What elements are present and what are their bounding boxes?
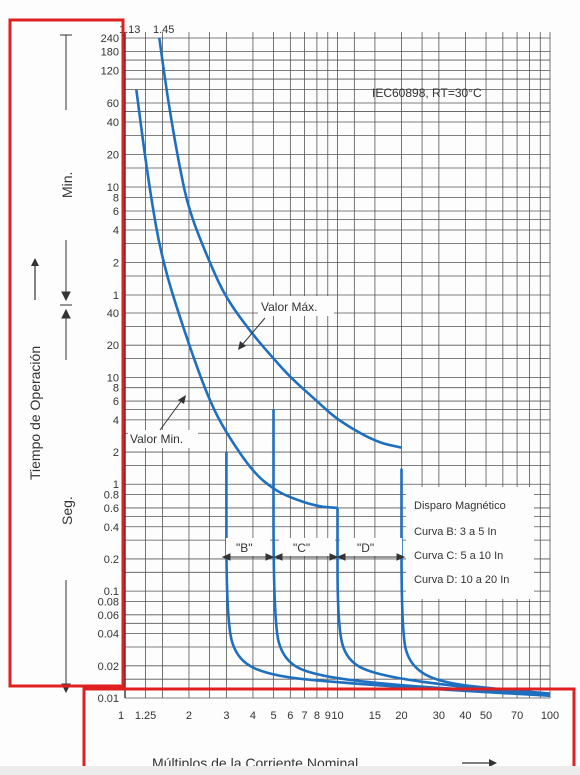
x-tick-label: 10 bbox=[331, 710, 343, 722]
valor-min-arrow bbox=[159, 399, 183, 431]
x-tick-label: 2 bbox=[186, 710, 192, 722]
legend-title: Disparo Magnético bbox=[414, 500, 506, 512]
y-tick-label: 0.6 bbox=[104, 503, 119, 515]
y-tick-label: 2 bbox=[113, 447, 119, 459]
legend-item-b: Curva B: 3 a 5 In bbox=[414, 526, 497, 538]
series-valor-m-n--line bbox=[135, 89, 338, 510]
x-tick-label: 7 bbox=[302, 710, 308, 722]
band-labels: "B" "C" "D" bbox=[221, 538, 406, 561]
y-tick-label: 4 bbox=[113, 225, 119, 237]
y-tick-label: 0.08 bbox=[98, 596, 119, 608]
y-tick-label: 240 bbox=[101, 33, 119, 45]
y-section-brackets bbox=[60, 34, 72, 694]
y-tick-label: 0.06 bbox=[98, 610, 119, 622]
x-tick-label: 40 bbox=[459, 710, 471, 722]
y-axis-highlight-box bbox=[8, 18, 125, 688]
y-tick-label: 1 bbox=[113, 290, 119, 302]
max-label-bg bbox=[258, 296, 334, 316]
band-c-label: "C" bbox=[293, 541, 310, 555]
valor-max-arrowhead bbox=[238, 341, 246, 350]
y-tick-label: 2 bbox=[113, 257, 119, 269]
y-tick-label: 20 bbox=[107, 340, 119, 352]
y-tick-label: 6 bbox=[113, 396, 119, 408]
y-tick-label: 0.04 bbox=[98, 629, 119, 641]
band-d-label: "D" bbox=[357, 541, 374, 555]
valor-min-label: Valor Min. bbox=[130, 432, 183, 446]
valor-max-label: Valor Máx. bbox=[261, 300, 317, 314]
x-axis-arrowhead bbox=[489, 759, 497, 767]
x-tick-label: 5 bbox=[270, 710, 276, 722]
top-tick-label: 1.45 bbox=[153, 24, 174, 36]
x-tick-labels: 1 1.25 2 3 4 5 6 7 8 9 10 15 20 30 40 50 70 100 bbox=[118, 710, 559, 722]
x-tick-label: 1 bbox=[118, 710, 124, 722]
y-tick-label: 1 bbox=[113, 479, 119, 491]
chart-title: IEC60898, RT=30°C bbox=[372, 86, 482, 100]
valor-min-arrowhead bbox=[178, 395, 186, 404]
series-valor-m-x--line bbox=[158, 37, 402, 449]
x-tick-label: 30 bbox=[433, 710, 445, 722]
x-tick-label: 1.25 bbox=[135, 710, 156, 722]
y-section-minutes: Min. bbox=[59, 172, 75, 198]
x-tick-label: 9 bbox=[325, 710, 331, 722]
valor-max-arrow bbox=[241, 317, 266, 346]
y-axis-label: Tiempo de Operación bbox=[27, 346, 43, 480]
series-curva-b-line bbox=[225, 452, 551, 697]
curves bbox=[135, 37, 551, 697]
y-tick-label: 10 bbox=[107, 182, 119, 194]
series-curva-d-line bbox=[336, 507, 551, 697]
y-tick-label: 0.1 bbox=[104, 586, 119, 598]
y-tick-label: 0.2 bbox=[104, 554, 119, 566]
x-tick-label: 70 bbox=[511, 710, 523, 722]
series-curva-c-line bbox=[272, 409, 503, 693]
y-tick-label: 10 bbox=[107, 372, 119, 384]
y-tick-label: 60 bbox=[107, 98, 119, 110]
y-tick-label: 0.8 bbox=[104, 490, 119, 502]
x-tick-label: 3 bbox=[223, 710, 229, 722]
x-tick-label: 100 bbox=[541, 710, 559, 722]
x-tick-label: 50 bbox=[480, 710, 492, 722]
band-b-label: "B" bbox=[236, 541, 253, 555]
y-tick-label: 40 bbox=[107, 308, 119, 320]
x-tick-label: 6 bbox=[287, 710, 293, 722]
y-tick-label: 4 bbox=[113, 415, 119, 427]
y-tick-label: 8 bbox=[113, 192, 119, 204]
y-tick-label: 40 bbox=[107, 117, 119, 129]
footer-strip bbox=[0, 766, 580, 775]
x-tick-label: 4 bbox=[250, 710, 256, 722]
x-tick-label: 15 bbox=[369, 710, 381, 722]
y-axis-arrowhead bbox=[31, 258, 39, 266]
legend: Disparo Magnético Curva B: 3 a 5 In Curv… bbox=[406, 487, 534, 599]
y-tick-label: 180 bbox=[101, 46, 119, 58]
y-tick-label: 0.02 bbox=[98, 661, 119, 673]
legend-item-c: Curva C: 5 a 10 In bbox=[414, 550, 503, 562]
y-tick-label: 8 bbox=[113, 383, 119, 395]
x-tick-label: 8 bbox=[314, 710, 320, 722]
y-tick-label: 120 bbox=[101, 66, 119, 78]
legend-item-d: Curva D: 10 a 20 In bbox=[414, 574, 509, 586]
y-tick-label: 0.01 bbox=[98, 693, 119, 705]
y-tick-label: 20 bbox=[107, 150, 119, 162]
min-label-bg bbox=[128, 430, 198, 448]
series-curva-d-m-x-line bbox=[400, 468, 551, 695]
y-tick-label: 0.4 bbox=[104, 522, 119, 534]
y-section-seconds: Seg. bbox=[59, 496, 75, 525]
y-tick-label: 6 bbox=[113, 206, 119, 218]
y-tick-labels: 2401801206040201086421402010864210.80.60… bbox=[98, 33, 119, 705]
x-tick-label: 20 bbox=[395, 710, 407, 722]
